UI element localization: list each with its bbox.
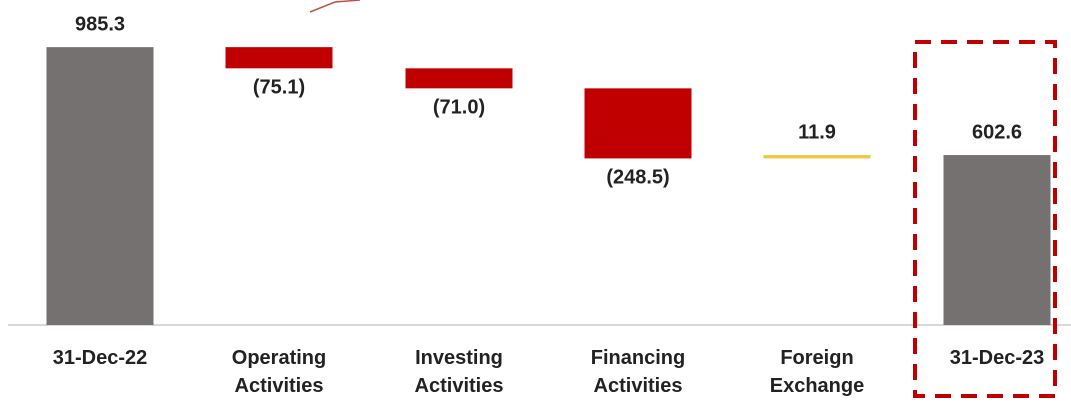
x-tick-label: Financing Activities	[590, 347, 686, 397]
value-label: 602.6	[972, 121, 1022, 143]
callout-line	[309, 0, 361, 13]
bar	[584, 88, 692, 159]
value-label: (71.0)	[433, 97, 485, 119]
x-tick-label: 31-Dec-23	[949, 347, 1045, 369]
bar	[46, 47, 154, 326]
value-label: 985.3	[75, 13, 125, 35]
bar	[763, 155, 871, 159]
value-label: 11.9	[798, 121, 836, 143]
bar	[225, 47, 333, 69]
x-tick-label: Operating Activities	[231, 347, 327, 397]
value-label: (248.5)	[606, 167, 669, 189]
x-tick-label: 31-Dec-22	[52, 347, 148, 369]
value-label: (75.1)	[253, 77, 305, 99]
x-tick-label: Foreign Exchange	[769, 347, 865, 397]
bar	[405, 68, 513, 89]
x-tick-label: Investing Activities	[414, 347, 504, 397]
bar	[943, 155, 1051, 325]
highlight-box	[913, 40, 1057, 398]
